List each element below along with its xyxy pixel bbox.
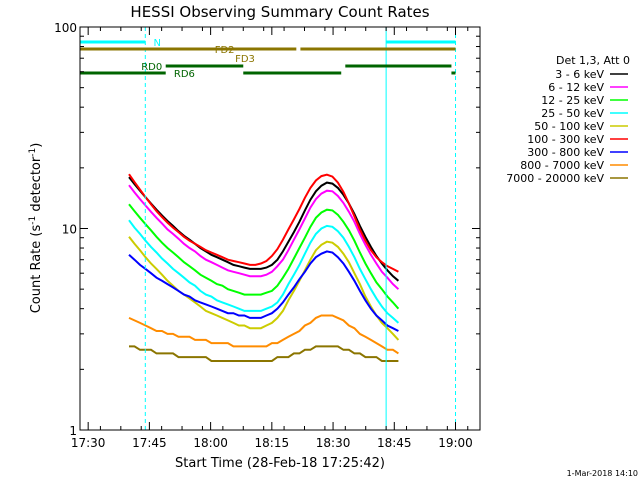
observing-bar-label-fd2: FD2 [215,45,235,56]
series-line-8 [129,345,399,362]
x-tick-label-6: 19:00 [438,436,473,450]
y-tick-label-2: 100 [54,21,77,35]
legend-label-0: 3 - 6 keV [555,68,604,81]
x-tick-label-2: 18:00 [193,436,228,450]
series-line-6 [128,250,399,332]
x-tick-label-5: 18:45 [377,436,412,450]
series-line-4 [128,236,400,341]
series-line-1 [128,184,400,290]
legend-title: Det 1,3, Att 0 [556,54,630,67]
legend-label-7: 800 - 7000 keV [520,159,604,172]
observing-bar-label-n: N [153,38,160,49]
observing-bar-label-rd6: RD6 [174,69,195,80]
y-tick-label-0: 1 [69,424,77,438]
y-tick-label-1: 10 [62,223,77,237]
x-tick-label-4: 18:30 [316,436,351,450]
series-line-3 [128,219,400,324]
series-line-5 [128,173,399,273]
x-tick-label-3: 18:15 [255,436,290,450]
axes: 17:30 17:45 18:00 18:15 18:30 18:45 19:00 1 10 10… [54,21,480,450]
chart-title: HESSI Observing Summary Count Rates [130,3,429,21]
series-line-7 [128,314,399,355]
legend-label-2: 12 - 25 keV [541,94,604,107]
legend-label-3: 25 - 50 keV [541,107,604,120]
plot-frame [79,26,481,431]
x-tick-label-0: 17:30 [71,436,106,450]
x-axis-label: Start Time (28-Feb-18 17:25:42) [175,456,385,471]
legend-label-6: 300 - 800 keV [527,146,604,159]
observing-bar-label-rd0: RD0 [141,62,162,73]
footer-date: 1-Mar-2018 14:10 [567,469,638,478]
legend-label-1: 6 - 12 keV [548,81,604,94]
y-axis-label: Count Rate (s-1 detector-1) [28,143,44,314]
legend-label-5: 100 - 300 keV [527,133,604,146]
legend-label-4: 50 - 100 keV [534,120,604,133]
series-line-2 [128,203,400,310]
legend-label-8: 7000 - 20000 keV [506,172,604,185]
observing-bar-label-fd3: FD3 [235,54,255,65]
x-tick-label-1: 17:45 [132,436,167,450]
